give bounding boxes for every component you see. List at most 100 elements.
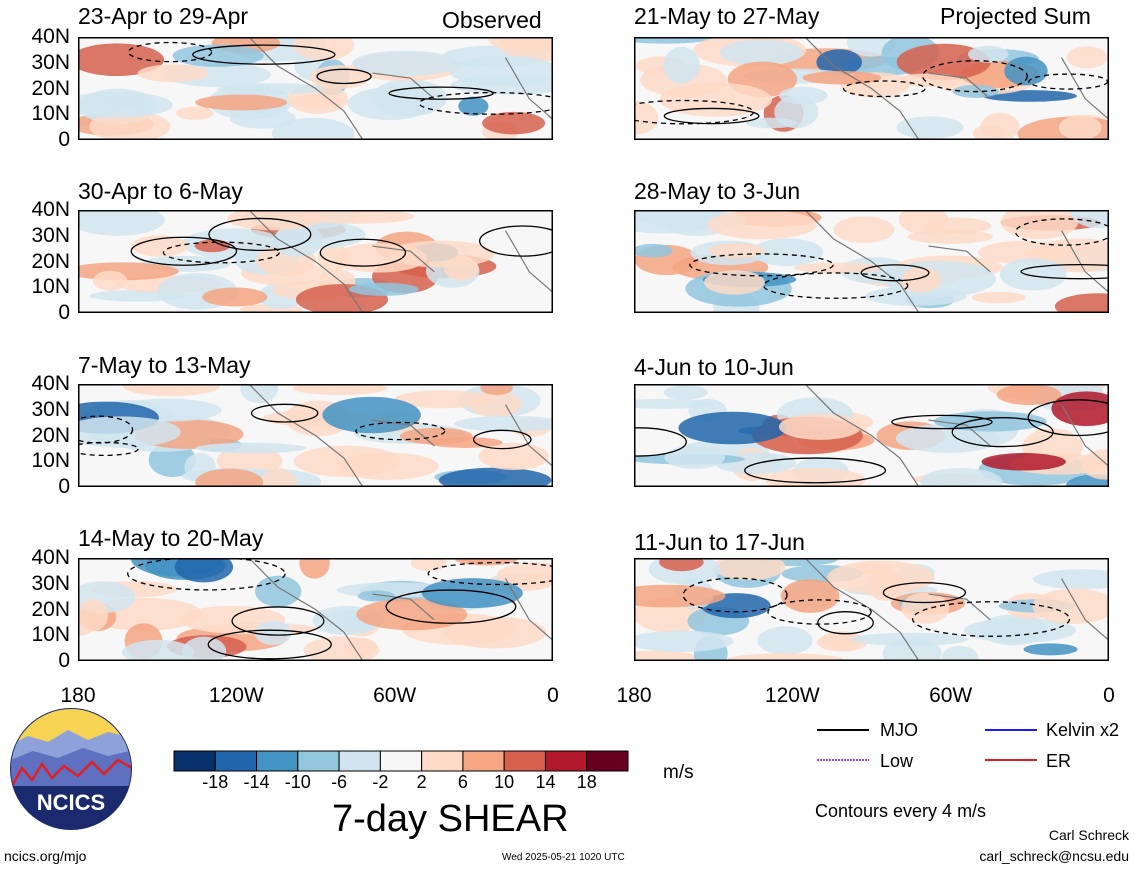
mjo-contour bbox=[385, 589, 517, 624]
mjo-contour bbox=[1020, 263, 1109, 280]
shear-anomaly-blob bbox=[634, 650, 697, 661]
panel-frame bbox=[634, 210, 1109, 313]
footer-timestamp: Wed 2025-05-21 1020 UTC bbox=[502, 852, 625, 863]
shear-anomaly-blob bbox=[678, 411, 787, 445]
shear-anomaly-blob bbox=[347, 87, 433, 121]
y-tick-label: 20N bbox=[31, 76, 70, 100]
coastline bbox=[248, 558, 553, 661]
shear-anomaly-blob bbox=[757, 626, 813, 655]
shear-anomaly-blob bbox=[896, 73, 962, 87]
shear-anomaly-blob bbox=[89, 111, 171, 140]
shear-anomaly-blob bbox=[438, 467, 552, 487]
shear-anomaly-blob bbox=[901, 592, 950, 624]
mjo-contour bbox=[162, 241, 280, 264]
logo-text: NCICS bbox=[37, 790, 105, 815]
panel-frame bbox=[634, 384, 1109, 487]
shear-anomaly-blob bbox=[356, 598, 468, 631]
y-tick-label: 30N bbox=[31, 397, 70, 421]
y-tick-label: 20N bbox=[31, 597, 70, 621]
colorbar-swatch bbox=[586, 750, 629, 772]
shear-anomaly-blob bbox=[981, 453, 1066, 471]
shear-anomaly-blob bbox=[778, 413, 862, 440]
mjo-contour bbox=[472, 429, 532, 450]
shear-anomaly-blob bbox=[920, 467, 1003, 487]
footer-email[interactable]: carl_schreck@ncsu.edu bbox=[979, 848, 1129, 864]
shear-map-panel bbox=[78, 37, 553, 140]
mjo-contour bbox=[682, 577, 788, 613]
shear-anomaly-blob bbox=[78, 92, 173, 118]
shear-anomaly-blob bbox=[967, 45, 1009, 63]
shear-anomaly-blob bbox=[977, 240, 1072, 264]
colorbar-swatch bbox=[173, 750, 216, 772]
x-tick-label: 120W bbox=[764, 684, 820, 707]
mjo-contour bbox=[842, 80, 926, 98]
mjo-contour bbox=[882, 582, 967, 604]
x-tick-label: 60W bbox=[373, 684, 417, 707]
shear-map-panel bbox=[634, 558, 1109, 661]
colorbar-swatch bbox=[421, 750, 464, 772]
mjo-contour bbox=[427, 561, 553, 586]
shear-map-panel bbox=[78, 384, 553, 487]
shear-anomaly-blob bbox=[174, 558, 234, 583]
shear-anomaly-blob bbox=[443, 256, 479, 281]
shear-anomaly-blob bbox=[708, 242, 766, 259]
shear-anomaly-blob bbox=[833, 216, 895, 243]
shear-map-panel bbox=[78, 558, 553, 661]
shear-anomaly-blob bbox=[707, 210, 818, 240]
shear-anomaly-blob bbox=[971, 291, 1027, 304]
y-tick-label: 0 bbox=[58, 128, 70, 151]
colorbar-tick-label: -14 bbox=[243, 772, 270, 792]
shear-anomaly-blob bbox=[480, 384, 513, 396]
colorbar-tick-label: -10 bbox=[284, 772, 311, 792]
panel-title-2: 30-Apr to 6-May bbox=[78, 178, 243, 204]
y-tick-label: 0 bbox=[58, 649, 70, 672]
mjo-contour bbox=[319, 238, 407, 267]
coastline bbox=[248, 210, 553, 313]
shear-anomaly-blob bbox=[449, 55, 553, 87]
shear-anomaly-blob bbox=[634, 210, 671, 223]
shear-anomaly-blob bbox=[123, 384, 220, 397]
shear-anomaly-blob bbox=[634, 100, 659, 135]
x-tick-label: 180 bbox=[60, 684, 96, 707]
chart-title: 7-day SHEAR bbox=[332, 798, 569, 840]
shear-anomaly-blob bbox=[175, 106, 214, 120]
shear-anomaly-blob bbox=[78, 416, 181, 448]
shear-anomaly-blob bbox=[299, 558, 330, 579]
shear-anomaly-blob bbox=[227, 210, 322, 231]
footer-url[interactable]: ncics.org/mjo bbox=[4, 848, 87, 864]
panel-frame bbox=[78, 558, 553, 661]
shear-anomaly-blob bbox=[298, 210, 415, 224]
shear-anomaly-blob bbox=[663, 385, 708, 400]
ncics-logo: NCICS bbox=[10, 708, 132, 830]
panel-title-7: 4-Jun to 10-Jun bbox=[634, 354, 794, 380]
shear-anomaly-blob bbox=[271, 117, 355, 140]
shear-anomaly-blob bbox=[727, 653, 844, 661]
coastline bbox=[804, 558, 1109, 661]
shear-anomaly-blob bbox=[1032, 569, 1109, 590]
shear-anomaly-blob bbox=[442, 616, 547, 649]
mjo-contour bbox=[479, 225, 553, 257]
shear-anomaly-blob bbox=[896, 116, 964, 139]
shear-anomaly-blob bbox=[634, 243, 673, 258]
shear-anomaly-blob bbox=[634, 584, 726, 608]
mjo-contour bbox=[388, 86, 494, 100]
shear-anomaly-blob bbox=[195, 468, 264, 487]
panel-title-6: 28-May to 3-Jun bbox=[634, 178, 801, 204]
coastline bbox=[804, 384, 1109, 487]
x-tick-label: 120W bbox=[208, 684, 264, 707]
mjo-contour bbox=[891, 414, 993, 430]
shear-anomaly-blob bbox=[344, 637, 378, 658]
mjo-contour bbox=[663, 107, 760, 125]
mjo-contour bbox=[817, 611, 874, 635]
shear-anomaly-blob bbox=[240, 384, 279, 404]
mjo-contour bbox=[127, 558, 286, 591]
mjo-contour bbox=[208, 217, 312, 252]
mjo-contour bbox=[1027, 399, 1109, 437]
colorbar-swatch bbox=[297, 750, 340, 772]
units-label: m/s bbox=[663, 762, 694, 783]
projected-label: Projected Sum bbox=[940, 3, 1091, 29]
shear-anomaly-blob bbox=[1058, 115, 1102, 140]
shear-anomaly-blob bbox=[78, 43, 165, 77]
shear-anomaly-blob bbox=[802, 71, 882, 85]
mjo-contour bbox=[1028, 73, 1109, 90]
